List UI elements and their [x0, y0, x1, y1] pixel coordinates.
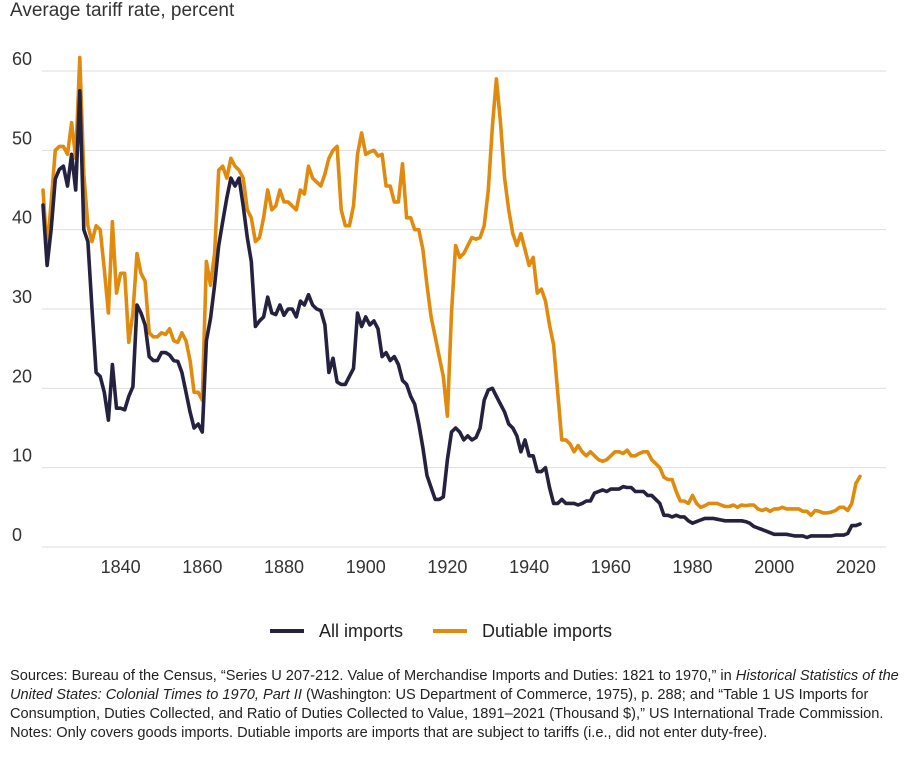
notes-text: Notes: Only covers goods imports. Dutiab…	[10, 725, 768, 741]
legend-label-dutiable-imports: Dutiable imports	[482, 621, 612, 641]
x-tick-label: 1880	[264, 557, 304, 577]
y-tick-label: 20	[12, 366, 32, 386]
y-tick-label: 0	[12, 525, 22, 545]
x-tick-label: 2000	[754, 557, 794, 577]
sources-prefix: Sources: Bureau of the Census, “Series U…	[10, 668, 736, 684]
series-lines	[41, 55, 862, 540]
x-tick-label: 1840	[101, 557, 141, 577]
y-tick-label: 50	[12, 128, 32, 148]
sources-suffix: (Washington: US Department of Commerce, …	[10, 687, 884, 722]
y-tick-label: 60	[12, 49, 32, 69]
legend-label-all-imports: All imports	[319, 621, 403, 641]
x-tick-label: 1860	[182, 557, 222, 577]
x-tick-label: 1960	[591, 557, 631, 577]
legend: All imports Dutiable imports	[270, 621, 612, 641]
y-tick-label: 40	[12, 208, 32, 228]
x-tick-label: 2020	[836, 557, 876, 577]
x-tick-label: 1980	[672, 557, 712, 577]
tariff-line-chart: 0 10 20 30 40 50 60 1840 1860 1880 1900 1920 1940 19…	[12, 49, 886, 641]
source-notes: Sources: Bureau of the Census, “Series U…	[10, 667, 910, 743]
series-line-all-imports	[41, 89, 862, 540]
series-line-dutiable-imports	[41, 55, 862, 518]
x-axis-ticks: 1840 1860 1880 1900 1920 1940 1960 1980 2000 2020	[101, 557, 876, 577]
y-tick-label: 10	[12, 446, 32, 466]
x-tick-label: 1920	[427, 557, 467, 577]
y-tick-label: 30	[12, 287, 32, 307]
x-tick-label: 1940	[509, 557, 549, 577]
y-axis-ticks: 0 10 20 30 40 50 60	[12, 49, 32, 545]
gridlines	[42, 70, 886, 548]
sources-italic-title: Historical Statistics of the United Stat…	[10, 668, 899, 703]
x-tick-label: 1900	[346, 557, 386, 577]
sources-text: Sources: Bureau of the Census, “Series U…	[10, 667, 910, 724]
chart-title: Average tariff rate, percent	[10, 0, 235, 21]
